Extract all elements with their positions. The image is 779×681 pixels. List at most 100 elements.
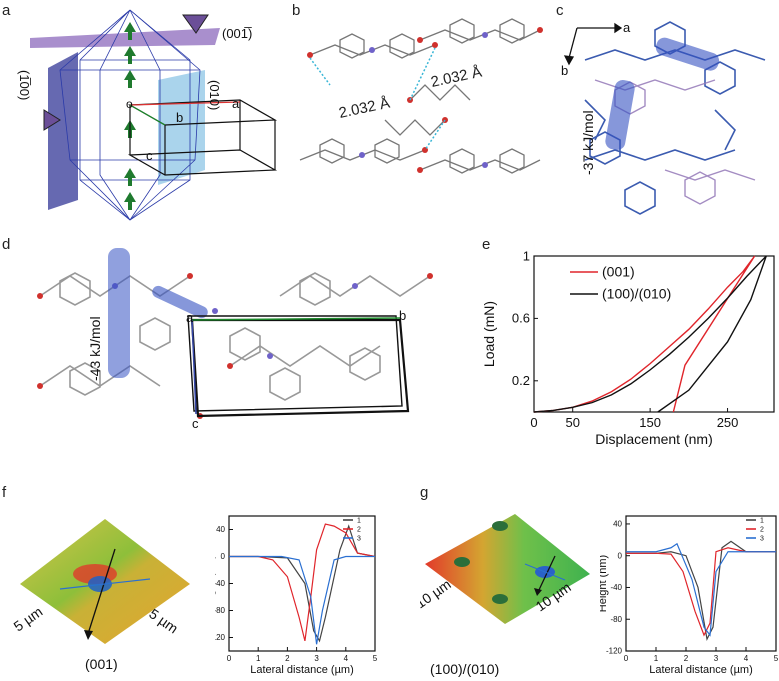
unit-cell: [127, 99, 278, 176]
legend-label: 3: [357, 535, 361, 542]
legend-label: 1: [357, 517, 361, 524]
dimer-interaction-d: a b c -43 kJ/mol: [37, 248, 433, 431]
axis-c-label-d: c: [192, 416, 199, 431]
indent-2-g: [492, 521, 508, 531]
series-line-2: [626, 547, 776, 637]
y-axis-label: Height (nm): [600, 555, 609, 612]
x-tick-label: 3: [714, 654, 719, 663]
legend-label: 3: [760, 535, 764, 542]
dimer-interaction-c: a b -37 kJ/mol: [561, 20, 766, 215]
hydrogen-bond-packing: 2.032 Å 2.032 Å: [299, 18, 543, 174]
y-tick-label: -120: [215, 633, 226, 642]
panel-label-g: g: [420, 484, 429, 501]
x-tick-label: 250: [717, 415, 739, 430]
y-tick-label: -40: [215, 579, 226, 588]
panel-label-d: d: [2, 236, 11, 253]
panel-label-a: a: [2, 2, 11, 19]
series-line-3: [229, 555, 375, 645]
x-tick-label: 3: [314, 654, 319, 663]
indent-1-g: [454, 557, 470, 567]
hydrogen-bonds: [309, 47, 446, 151]
y-axis-label: Load (mN): [481, 301, 497, 367]
axis-c-label: c: [146, 148, 153, 163]
y-tick-label: 40: [216, 525, 225, 534]
interaction-bar-d-vertical: [108, 248, 130, 378]
oxygen-atoms: [307, 27, 543, 173]
dim-label-f1: 5 µm: [11, 603, 46, 634]
afm-surface-100-010: [425, 514, 590, 624]
x-tick-label: 2: [684, 654, 689, 663]
molecule-layer-blue: [584, 21, 766, 215]
profile-line-3: [59, 578, 151, 590]
profile-line-1: [87, 548, 116, 635]
x-tick-label: 50: [565, 415, 579, 430]
origin-label: o: [126, 97, 133, 111]
nitrogen-atoms: [359, 32, 488, 168]
height-profile-chart-g: 0 1 2 3 4 5 40 0 -40 -80 -120 Lateral distance (µm)…: [600, 515, 779, 676]
series-line-2: [229, 523, 376, 642]
y-tick-label: 0: [618, 551, 623, 560]
plot-frame: [625, 515, 777, 652]
x-tick-label: 0: [624, 654, 629, 663]
y-tick-label: -80: [215, 606, 226, 615]
triangle-marker-100: [43, 109, 61, 131]
x-tick-label: 150: [639, 415, 661, 430]
profile-line-g-3: [524, 563, 566, 581]
legend-label: 2: [357, 526, 361, 533]
x-tick-label: 5: [373, 654, 378, 663]
y-tick-label: 1: [523, 248, 530, 263]
x-tick-label: 4: [344, 654, 349, 663]
axes-c: [563, 22, 623, 66]
interaction-bar-vertical: [605, 80, 635, 150]
axis-a-label-d: a: [186, 310, 194, 325]
triangle-marker-001: [182, 14, 209, 34]
plane-010: [158, 70, 205, 185]
profile-line-g: [537, 555, 556, 593]
legend-label: (100)/(010): [602, 286, 671, 302]
series-line-100010: [533, 255, 767, 413]
molecules-d: [39, 272, 431, 401]
x-tick-label: 1: [256, 654, 261, 663]
axis-a-label-c: a: [623, 20, 631, 35]
panel-label-b: b: [292, 2, 301, 19]
x-tick-label: 0: [227, 654, 232, 663]
axis-a-label: a: [232, 96, 240, 111]
energy-label-c: -37 kJ/mol: [580, 110, 596, 175]
afm-image-100-010: 10 µm 10 µm (100)/(010): [420, 514, 590, 677]
interaction-bar-d-diagonal: [152, 285, 208, 319]
profile-arrowhead-g: [534, 588, 542, 596]
label-plane-001: (001̅): [222, 26, 252, 41]
y-tick-label: 0.2: [512, 373, 530, 388]
panel-label-f: f: [2, 484, 7, 501]
axis-b-label-c: b: [561, 63, 568, 78]
y-tick-label: 40: [613, 520, 622, 529]
axis-a-line: [129, 101, 241, 106]
plane-001: [30, 28, 220, 48]
y-tick-label: 0: [221, 552, 226, 561]
plane-100: [48, 52, 78, 210]
x-axis-label: Lateral distance (µm): [250, 664, 354, 676]
x-axis-label: Displacement (nm): [595, 431, 712, 447]
series-line-001: [533, 255, 756, 413]
x-tick-label: 4: [744, 654, 749, 663]
unit-cell-d: [187, 315, 410, 418]
y-axis-label: Height (nm): [215, 555, 216, 612]
face-label-f: (001): [85, 656, 118, 672]
profile-arrowhead-1: [84, 630, 93, 640]
face-label-g: (100)/(010): [430, 661, 499, 677]
y-tick-label: -80: [610, 615, 622, 624]
series-line-1: [229, 524, 376, 643]
height-profile-chart-f: 0 1 2 3 4 5 40 0 -40 -80 -120 Lateral distance (µm)…: [215, 515, 378, 676]
axis-b-label: b: [176, 110, 183, 125]
series-line-3: [626, 542, 776, 637]
energy-label-d: -43 kJ/mol: [87, 316, 103, 381]
label-plane-010: (010): [207, 80, 222, 110]
interaction-bar-horizontal: [655, 37, 720, 71]
crystal-morphology-diagram: (001̅) (1̅00) (010) a b c o: [17, 9, 278, 221]
x-axis-label: Lateral distance (µm): [649, 664, 753, 676]
label-plane-100: (1̅00): [17, 70, 32, 100]
indent-3-g: [492, 594, 508, 604]
dim-label-f2: 5 µm: [146, 605, 181, 636]
legend-label: (001): [602, 264, 635, 280]
panel-label-c: c: [556, 2, 564, 19]
